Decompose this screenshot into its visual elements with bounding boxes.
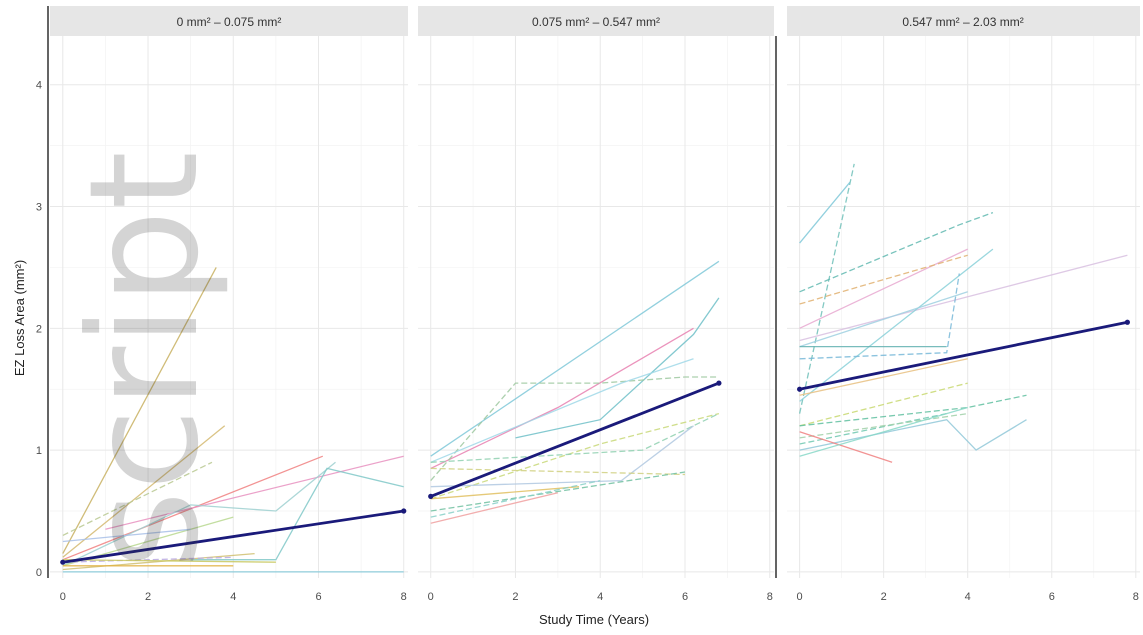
x-axis-title: Study Time (Years)	[539, 612, 649, 627]
x-tick-label: 2	[881, 591, 887, 603]
x-tick-label: 8	[767, 591, 773, 603]
x-tick-label: 2	[512, 591, 518, 603]
panel-1: 0 2 4 6 8	[50, 36, 408, 603]
subject-line-4	[430, 376, 719, 482]
trend-line	[799, 320, 1128, 391]
subject-line-5	[799, 254, 968, 305]
subject-line-5	[105, 455, 404, 530]
subject-line-11	[430, 486, 580, 500]
subject-line-4	[799, 248, 968, 329]
subject-line-10	[430, 471, 686, 512]
subject-line-11	[799, 358, 968, 396]
x-tick-label: 4	[230, 591, 236, 603]
subject-line-13	[430, 492, 559, 524]
panel-3-strip	[787, 6, 1140, 36]
subject-line-9	[430, 467, 686, 476]
trend-line	[430, 381, 720, 498]
trend-point	[60, 559, 66, 565]
subject-line-11	[62, 559, 276, 563]
subject-line-2	[799, 181, 851, 244]
x-tick-label: 0	[428, 591, 434, 603]
subject-line-8	[430, 425, 694, 488]
subject-line-14	[62, 528, 191, 543]
y-axis-title: EZ Loss Area (mm²)	[12, 260, 27, 376]
x-tick-label: 6	[1049, 591, 1055, 603]
panel-2: 0 2 4 6 8	[418, 36, 774, 603]
y-tick-label: 4	[36, 80, 42, 92]
subject-line-5	[430, 358, 694, 463]
subject-line-18	[799, 406, 968, 457]
y-tick-label: 0	[36, 567, 42, 579]
x-tick-label: 0	[60, 591, 66, 603]
trend-point	[716, 380, 722, 386]
x-tick-label: 4	[965, 591, 971, 603]
panel-1-strip-label: 0 mm² – 0.075 mm²	[177, 15, 282, 29]
panel-1-strip	[50, 6, 408, 36]
subject-line-7	[799, 248, 994, 402]
subject-line-7	[190, 467, 404, 561]
x-tick-label: 4	[597, 591, 603, 603]
y-tick-label: 2	[36, 323, 42, 335]
subject-line-3	[62, 461, 213, 536]
x-tick-label: 0	[797, 591, 803, 603]
subject-line-1	[430, 260, 720, 457]
subject-line-7	[430, 413, 720, 463]
x-tick-label: 6	[315, 591, 321, 603]
x-tick-label: 2	[145, 591, 151, 603]
x-tick-label: 8	[401, 591, 407, 603]
subject-line-12	[799, 382, 968, 427]
subject-line-6	[430, 412, 720, 500]
subject-line-1	[798, 163, 855, 414]
x-tick-label: 8	[1133, 591, 1139, 603]
subject-line-8	[799, 291, 968, 348]
panels-layer: 0 2 4 6 8 0 2 4 6 8 0 2 4 6 8	[50, 36, 1140, 603]
subject-line-16	[799, 412, 968, 439]
subject-line-3	[430, 327, 694, 469]
panel-3-strip-label: 0.547 mm² – 2.03 mm²	[902, 15, 1023, 29]
y-tick-label: 1	[36, 445, 42, 457]
subject-line-6	[799, 254, 1128, 342]
subject-line-2	[62, 425, 226, 558]
y-tick-label: 3	[36, 202, 42, 214]
panel-strips: 0 mm² – 0.075 mm² 0.075 mm² – 0.547 mm² …	[50, 6, 1140, 36]
subject-line-17	[799, 431, 893, 463]
subject-line-13	[799, 394, 1027, 427]
subject-line-2	[515, 297, 720, 439]
trend-point	[428, 493, 434, 499]
subject-line-15	[799, 412, 947, 445]
panel-3: 0 2 4 6 8	[787, 36, 1140, 603]
x-tick-label: 6	[682, 591, 688, 603]
panel-2-strip-label: 0.075 mm² – 0.547 mm²	[532, 15, 660, 29]
watermark: script	[58, 151, 232, 569]
trend-line	[62, 509, 404, 564]
subject-line-14	[799, 418, 1027, 451]
subject-line-10	[62, 556, 234, 563]
trend-point	[797, 386, 803, 392]
trend-point	[1124, 319, 1130, 325]
panel-2-strip	[418, 6, 774, 36]
y-axis: 0 1 2 3 4	[36, 80, 42, 579]
subject-line-3	[799, 211, 994, 293]
subject-line-1	[62, 267, 217, 554]
subject-line-9	[62, 552, 255, 571]
trend-point	[401, 508, 407, 514]
subject-line-10	[799, 273, 960, 360]
subject-line-12	[430, 479, 601, 518]
